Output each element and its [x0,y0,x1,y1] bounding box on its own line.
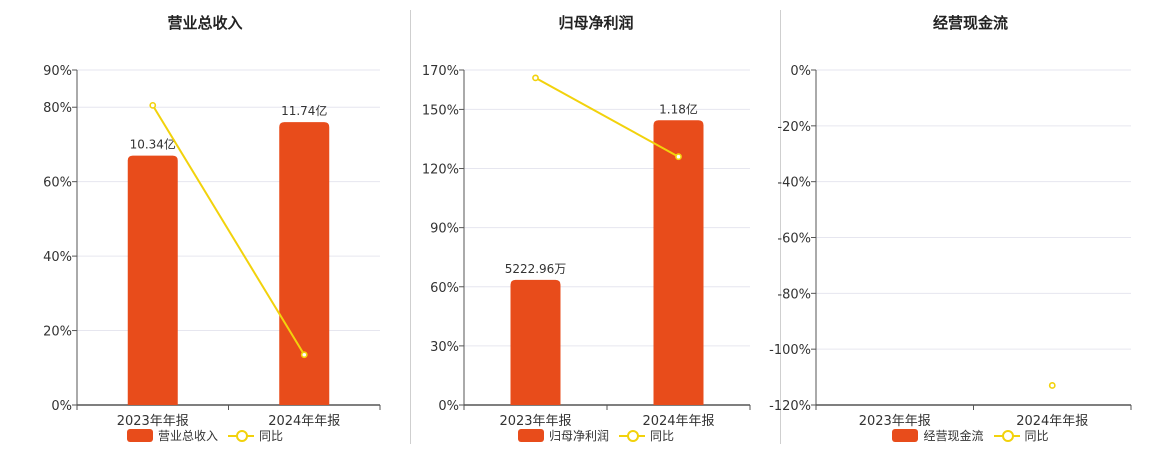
legend-bar-label: 营业总收入 [157,429,218,443]
legend-bar-label: 经营现金流 [923,429,984,443]
y-tick-label: 60% [43,176,72,191]
legend-bar-swatch [126,429,153,442]
x-category-label: 2024年年报 [1016,414,1088,429]
bar-data-label: 10.34亿 [130,137,176,152]
x-category-label: 2023年年报 [117,414,189,429]
y-tick-label: 0% [51,399,72,414]
y-tick-label: -120% [769,399,811,414]
legend-line-label: 同比 [259,429,284,443]
chart-legend: 经营现金流 同比 [781,427,1160,444]
y-tick-label: -100% [769,343,811,358]
legend-line-swatch [619,429,645,442]
y-tick-label: 150% [422,103,459,118]
bar-data-label: 11.74亿 [281,103,327,118]
bar-data-label: 1.18亿 [659,101,698,116]
revenue-chart-svg: 0% 20% 40% 60% 80% 90% 2023年年报 2024年年报 10.34亿 11.… [43,64,381,429]
bar [653,120,704,405]
y-tick-label: 80% [43,101,72,116]
y-tick-label: 0% [790,64,811,79]
yoy-point [675,153,682,161]
y-tick-label: -60% [777,232,811,247]
x-category-label: 2023年年报 [859,414,931,429]
legend-item-line[interactable]: 同比 [993,427,1049,444]
y-tick-label: -20% [777,120,811,135]
bar [279,122,330,405]
revenue-chart-panel: 营业总收入 0% 20% 40% 60% 80% 90% 2023年年报 2024年年报 10.… [0,0,410,450]
legend-bar-swatch [517,429,544,442]
chart-title: 经营现金流 [932,14,1008,32]
legend-item-bar[interactable]: 归母净利润 [517,427,609,444]
bar [510,279,561,405]
legend-bar-label: 归母净利润 [548,429,609,443]
y-tick-label: 90% [430,222,459,237]
legend-bar-swatch [892,429,919,442]
yoy-point [1048,382,1056,389]
x-category-label: 2023年年报 [499,414,571,429]
y-tick-label: 90% [43,64,72,79]
bar-data-label: 5222.96万 [505,262,567,276]
y-tick-label: 30% [430,340,459,355]
legend-item-line[interactable]: 同比 [619,427,674,444]
cash-flow-chart-panel: 经营现金流 -120% -100% -80% -60% -40% -20% 0% 2023年年… [769,0,1160,450]
legend-item-bar[interactable]: 经营现金流 [892,427,984,444]
y-tick-label: 20% [43,325,72,340]
y-tick-label: 120% [422,163,459,178]
y-tick-label: -80% [777,287,811,302]
yoy-point [300,351,308,359]
legend-line-label: 同比 [650,429,675,443]
legend-line-label: 同比 [1024,429,1049,443]
legend-line-swatch [993,429,1020,442]
yoy-point [149,101,157,109]
net-profit-chart-svg: 0% 30% 60% 90% 120% 150% 170% 2023年年报 2024年年报 522… [422,64,751,429]
legend-item-bar[interactable]: 营业总收入 [126,427,218,444]
yoy-line [151,104,306,356]
panel-divider [410,10,411,444]
y-tick-label: 0% [438,399,459,414]
panel-divider [780,10,781,444]
net-profit-chart-panel: 归母净利润 0% 30% 60% 90% 120% 150% 170% 2023年年报 2024… [411,0,781,450]
y-tick-label: 170% [422,64,459,79]
chart-legend: 营业总收入 同比 [0,427,410,444]
x-category-label: 2024年年报 [642,414,714,429]
bar [127,155,178,405]
y-tick-label: -40% [777,176,811,191]
yoy-line [535,77,679,158]
chart-legend: 归母净利润 同比 [411,427,781,444]
chart-title: 营业总收入 [167,14,243,32]
legend-item-line[interactable]: 同比 [228,427,283,444]
y-tick-label: 40% [43,250,72,265]
yoy-point [532,74,539,82]
x-category-label: 2024年年报 [268,414,340,429]
y-tick-label: 60% [430,281,459,296]
cash-flow-chart-svg: -120% -100% -80% -60% -40% -20% 0% 2023年年报 2024年… [769,64,1132,429]
legend-line-swatch [228,429,254,442]
chart-title: 归母净利润 [558,14,634,32]
